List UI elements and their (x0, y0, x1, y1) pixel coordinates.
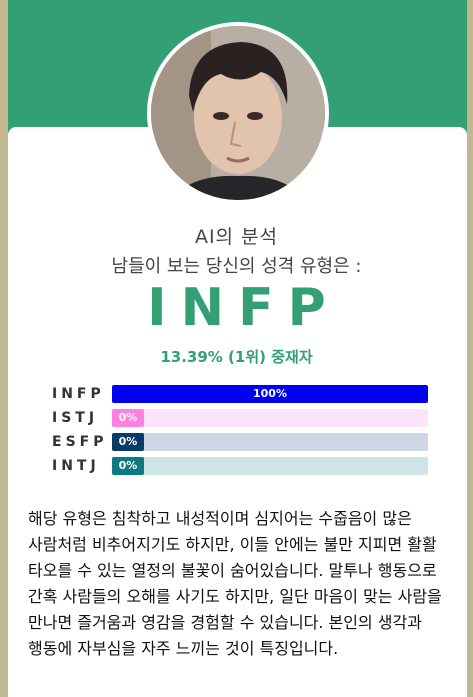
bar-track: 100% (112, 385, 428, 403)
bar-row-1: INFP 100% (40, 384, 430, 408)
bar-label: ISTJ (52, 410, 114, 426)
bar-track: 0% (112, 457, 428, 475)
type-probability-bars: INFP 100% ISTJ 0% ESFP 0% INTJ 0% (40, 384, 430, 480)
bar-fill: 0% (112, 409, 144, 427)
bar-row-4: INTJ 0% (40, 456, 430, 480)
bar-row-2: ISTJ 0% (40, 408, 430, 432)
bar-label: INTJ (52, 458, 114, 474)
analysis-subheading: 남들이 보는 당신의 성격 유형은 : (0, 252, 473, 278)
personality-type: INFP (0, 278, 473, 338)
avatar-photo-icon (151, 26, 325, 200)
bar-row-3: ESFP 0% (40, 432, 430, 456)
avatar (147, 22, 329, 204)
bar-fill: 0% (112, 457, 144, 475)
bar-track: 0% (112, 433, 428, 451)
type-description: 해당 유형은 침착하고 내성적이며 심지어는 수줍음이 많은 사람처럼 비추어지… (28, 506, 453, 662)
bar-label: INFP (52, 386, 114, 402)
analysis-heading: AI의 분석 (0, 222, 473, 249)
bar-fill: 100% (112, 385, 428, 403)
bar-fill: 0% (112, 433, 144, 451)
bar-track: 0% (112, 409, 428, 427)
personality-type-stat: 13.39% (1위) 중재자 (0, 346, 473, 367)
bar-label: ESFP (52, 434, 114, 450)
